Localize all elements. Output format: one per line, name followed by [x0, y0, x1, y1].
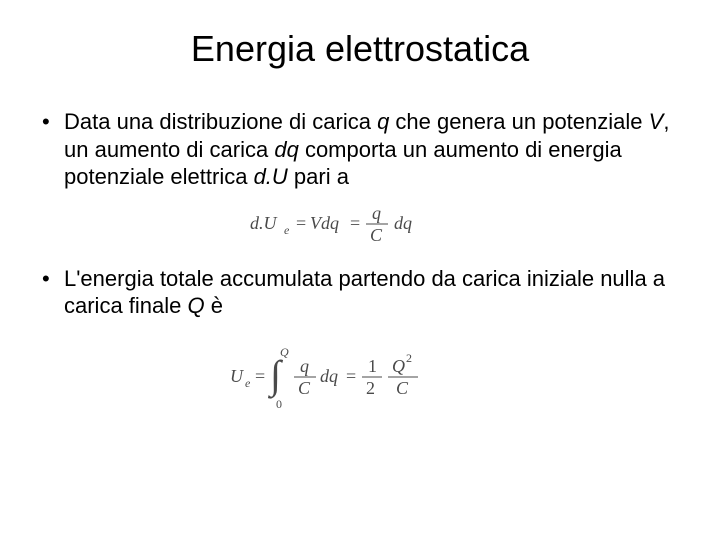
f2-dq: dq — [320, 366, 338, 386]
body-text: Data una distribuzione di carica — [64, 109, 377, 134]
bullet-1: Data una distribuzione di carica q che g… — [40, 108, 680, 191]
slide-title: Energia elettrostatica — [40, 28, 680, 70]
f1-eq1: = — [296, 213, 306, 233]
f1-sub: e — [284, 223, 290, 237]
italic-text: q — [377, 109, 389, 134]
f2-num2: 1 — [368, 356, 377, 376]
f2-num3: Q — [392, 356, 405, 376]
slide: Energia elettrostatica Data una distribu… — [0, 0, 720, 540]
italic-text: Q — [188, 293, 205, 318]
formula-2: U e = ∫ Q 0 q C dq = 1 2 Q 2 C — [40, 342, 680, 412]
f1-lhs: d.U — [250, 213, 278, 233]
formula-1: d.U e = Vdq = q C dq — [40, 201, 680, 247]
body-text: pari a — [288, 164, 349, 189]
body-text: è — [205, 293, 223, 318]
body-text: che genera un potenziale — [389, 109, 648, 134]
f2-den1: C — [298, 378, 311, 398]
f1-rhs: dq — [394, 213, 412, 233]
body-text: L'energia totale accumulata partendo da … — [64, 266, 665, 319]
italic-text: V — [649, 109, 664, 134]
f2-eq2: = — [346, 366, 356, 386]
f2-upper: Q — [280, 345, 289, 359]
bullet-2: L'energia totale accumulata partendo da … — [40, 265, 680, 320]
italic-text: d.U — [254, 164, 288, 189]
f1-den: C — [370, 225, 383, 245]
f2-den2: 2 — [366, 378, 375, 398]
f2-exp: 2 — [406, 351, 412, 365]
italic-text: dq — [274, 137, 298, 162]
integral-icon: ∫ — [267, 352, 284, 399]
f2-num1: q — [300, 356, 309, 376]
f2-sub: e — [245, 376, 251, 390]
f2-eq1: = — [255, 366, 265, 386]
f2-lower: 0 — [276, 397, 282, 411]
bullet-list: Data una distribuzione di carica q che g… — [40, 108, 680, 191]
f2-lhs: U — [230, 366, 244, 386]
f2-den3: C — [396, 378, 409, 398]
bullet-list-2: L'energia totale accumulata partendo da … — [40, 265, 680, 320]
f1-mid: Vdq — [310, 213, 339, 233]
f1-num: q — [372, 203, 381, 223]
f1-eq2: = — [350, 213, 360, 233]
